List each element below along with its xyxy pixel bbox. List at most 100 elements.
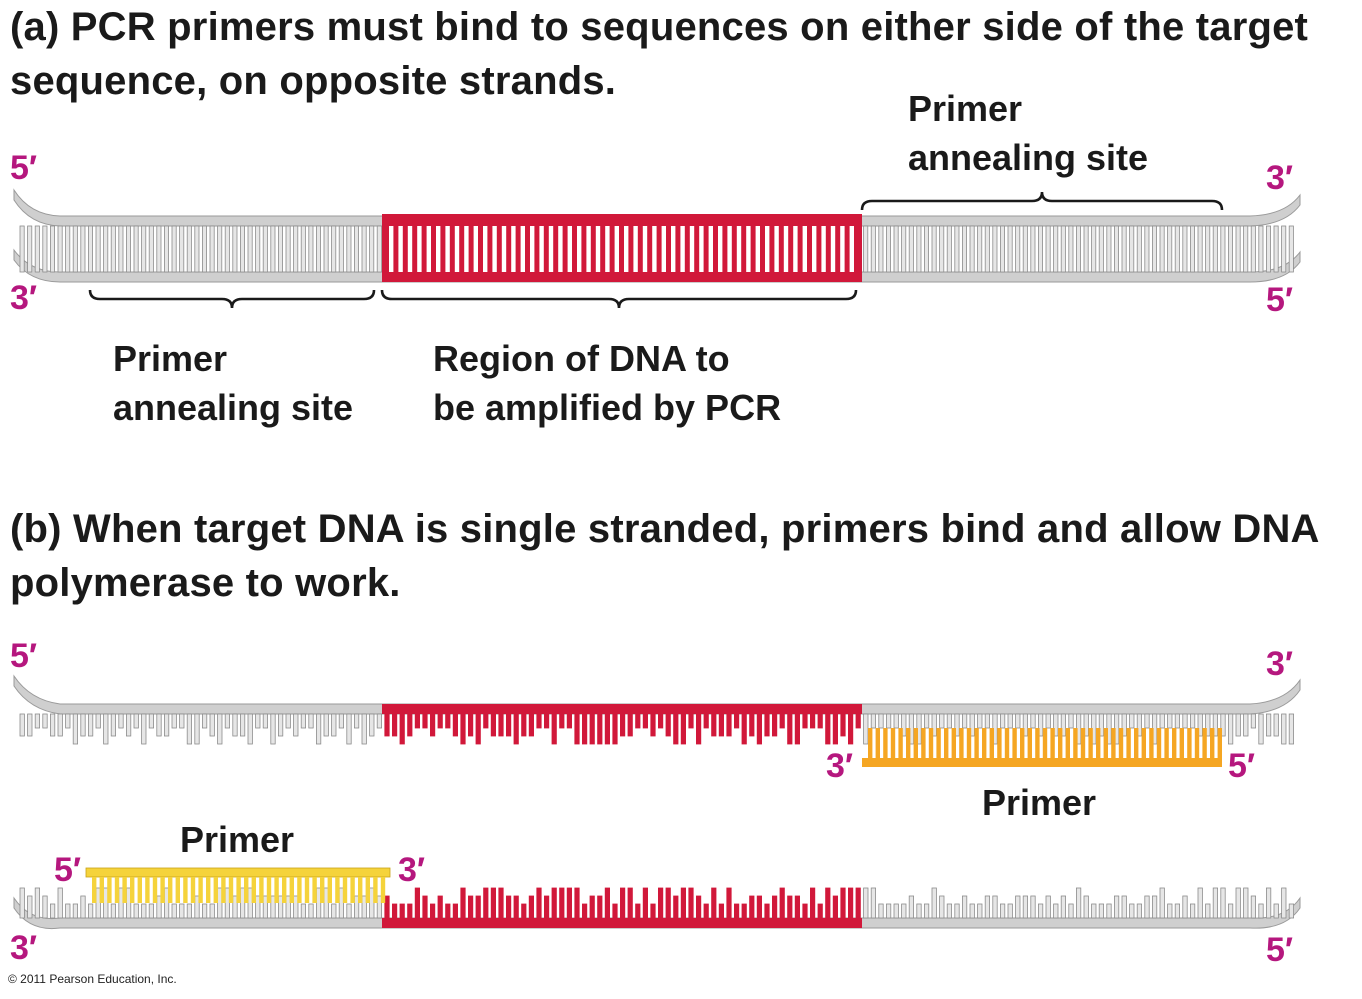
target-region-label-line2: be amplified by PCR — [433, 387, 782, 428]
base — [171, 713, 177, 729]
base — [1129, 903, 1135, 919]
primer-right-base — [982, 728, 987, 758]
base-pair — [1243, 225, 1249, 273]
primer-left-base — [107, 877, 112, 903]
primer-left-base — [358, 877, 363, 903]
base — [1167, 713, 1173, 729]
base — [209, 713, 215, 737]
target-base — [407, 903, 413, 919]
primer-left-base — [92, 877, 97, 903]
primer-right-base — [1217, 728, 1222, 758]
primer-site-left-label-line2: annealing site — [113, 387, 354, 428]
target-base — [772, 895, 778, 919]
base — [1243, 887, 1249, 919]
base — [1022, 713, 1029, 737]
target-base-pair-gap — [605, 226, 610, 272]
base-pair — [1045, 225, 1051, 273]
target-base — [505, 895, 512, 919]
end-label-a-top-left: 5′ — [10, 149, 38, 187]
base-pair — [353, 225, 359, 273]
base-pair — [156, 225, 162, 273]
base — [353, 713, 360, 729]
base — [270, 895, 276, 919]
primer-right-base — [936, 728, 941, 758]
primer-right-5-prime-label: 5′ — [1228, 747, 1256, 785]
target-base — [612, 713, 618, 745]
base — [863, 713, 869, 745]
target-base — [749, 713, 755, 737]
base — [1136, 903, 1142, 919]
primer-right-base — [1156, 728, 1162, 758]
target-base — [680, 887, 687, 919]
target-base — [445, 713, 451, 729]
target-region-label: Region of DNA to be amplified by PCR — [433, 334, 781, 432]
primer-right-base — [906, 728, 911, 758]
base — [1212, 887, 1218, 919]
target-base-pair-gap — [567, 226, 572, 272]
primer-left-base — [228, 877, 234, 903]
end-label-b-top-right: 3′ — [1266, 645, 1294, 683]
base-pair — [1030, 225, 1036, 273]
target-base — [597, 895, 603, 919]
base — [1273, 903, 1279, 919]
base — [361, 895, 367, 919]
base-pair — [1288, 225, 1294, 273]
base — [1060, 713, 1066, 737]
base — [1235, 713, 1241, 737]
primer-right-base — [1004, 728, 1010, 758]
base — [156, 895, 162, 919]
target-base — [483, 887, 489, 919]
target-base-pair-gap — [802, 226, 807, 272]
primer-left-base — [130, 877, 135, 903]
target-base-pair-gap — [389, 226, 394, 272]
base-pair — [361, 225, 367, 273]
target-base — [650, 713, 656, 737]
primer-right-backbone — [862, 758, 1222, 767]
base — [1053, 903, 1059, 919]
base — [209, 903, 215, 919]
primer-right-base — [1027, 728, 1032, 758]
primer-left-base — [274, 877, 279, 903]
base-pair — [992, 225, 998, 273]
base — [262, 895, 269, 919]
target-base — [559, 887, 565, 919]
base — [1258, 903, 1264, 919]
base-pair — [1098, 225, 1104, 273]
target-base — [620, 887, 626, 919]
base — [224, 713, 230, 729]
target-base — [582, 713, 588, 745]
target-base-pair-gap — [577, 226, 582, 272]
base — [141, 713, 147, 745]
target-base — [749, 895, 755, 919]
primer-site-right-label-line1: Primer — [908, 88, 1023, 129]
base — [353, 895, 360, 919]
target-base-pair-gap — [830, 226, 836, 272]
target-base — [452, 903, 459, 919]
base-pair — [1022, 225, 1028, 273]
target-base-pair-gap — [755, 226, 760, 272]
primer-left-base — [266, 877, 272, 903]
base-pair — [1068, 225, 1074, 273]
base-pair — [908, 225, 914, 273]
base — [908, 895, 915, 919]
base — [1281, 713, 1287, 745]
base — [1197, 887, 1203, 919]
base-pair — [1281, 225, 1287, 273]
base — [1197, 713, 1203, 737]
target-base-pair-gap — [511, 226, 516, 272]
target-base — [756, 713, 763, 745]
primer-right-base — [1202, 728, 1207, 758]
target-base-pair-gap — [849, 226, 854, 272]
base — [1190, 713, 1196, 729]
base-pair — [969, 225, 975, 273]
base — [931, 887, 937, 919]
primer-left-label: Primer — [180, 819, 295, 860]
base — [239, 713, 246, 737]
base-pair — [72, 225, 78, 273]
target-base — [688, 713, 694, 729]
base — [1000, 713, 1006, 729]
base — [1121, 895, 1127, 919]
base-pair — [315, 225, 321, 273]
base-pair — [863, 225, 869, 273]
primer-right-base — [1164, 728, 1169, 758]
